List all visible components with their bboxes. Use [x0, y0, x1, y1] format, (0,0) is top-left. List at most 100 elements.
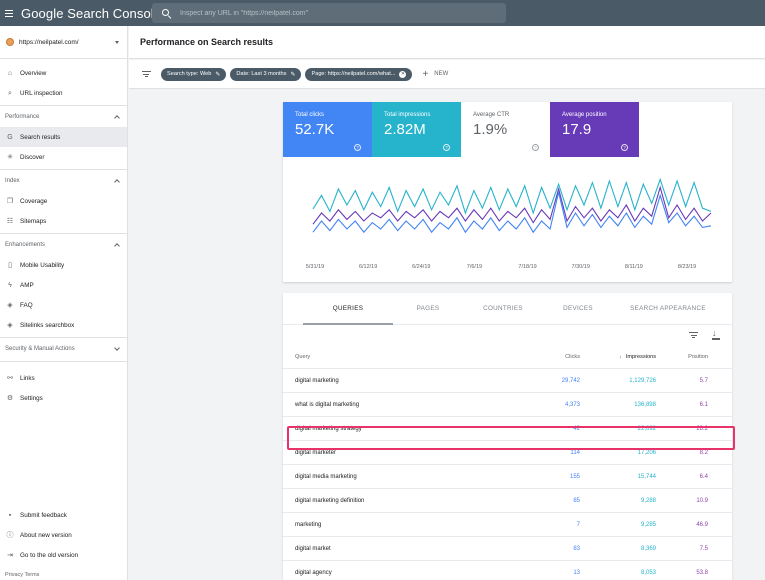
cell-query: digital marketing definition — [295, 497, 365, 504]
cell-query: digital media marketing — [295, 473, 357, 480]
col-clicks-header[interactable]: Clicks — [565, 353, 580, 360]
sidebar-item-submit-feedback[interactable]: ▪ Submit feedback — [0, 505, 128, 525]
col-position-header[interactable]: Position — [688, 353, 708, 360]
sidebar-item-sitemaps[interactable]: ☷ Sitemaps — [0, 211, 127, 231]
sidebar-item-discover[interactable]: ✳ Discover — [0, 147, 127, 167]
sidebar-item-sitelinks-searchbox[interactable]: ◈ Sitelinks searchbox — [0, 315, 127, 335]
new-filter-button[interactable]: + NEW — [422, 69, 448, 80]
sidebar-item-go-to-the-old-version[interactable]: ⇥ Go to the old version — [0, 545, 128, 565]
section-title: Security & Manual Actions — [5, 345, 75, 352]
section-performance[interactable]: Performance — [0, 105, 127, 127]
metric-value: 2.82M — [384, 121, 426, 138]
metric-label: Average CTR — [473, 112, 510, 118]
tab-devices[interactable]: DEVICES — [563, 305, 593, 312]
chip-label: Search type: Web — [167, 71, 212, 77]
links-icon: ⚯ — [7, 374, 13, 382]
cell-clicks: 85 — [573, 497, 580, 504]
metric-total-clicks[interactable]: Total clicks 52.7K ? — [283, 102, 372, 157]
download-icon[interactable] — [712, 328, 720, 340]
table-body: digital marketing 29,742 1,129,726 5.7 what … — [283, 369, 732, 580]
property-url: https://neilpatel.com/ — [19, 38, 79, 46]
cell-impressions: 8,369 — [640, 545, 656, 552]
metric-label: Total clicks — [295, 112, 325, 118]
sidebar-item-links[interactable]: ⚯ Links — [0, 368, 127, 388]
sidebar-other-group: ⚯ Links ⚙ Settings — [0, 361, 127, 408]
table-row[interactable]: digital agency 13 8,053 53.8 — [283, 561, 732, 580]
table-row[interactable]: digital marketer 114 17,206 8.2 — [283, 441, 732, 465]
col-query-header[interactable]: Query — [295, 353, 311, 360]
x-tick-label: 6/24/19 — [412, 264, 430, 270]
metric-value: 52.7K — [295, 121, 335, 138]
chip-search-type[interactable]: Search type: Web ✎ — [161, 67, 227, 81]
cell-query: digital agency — [295, 569, 332, 576]
metric-total-impressions[interactable]: Total impressions 2.82M ? — [372, 102, 461, 157]
metric-average-ctr[interactable]: Average CTR 1.9% ? — [461, 102, 550, 157]
table-row[interactable]: digital marketing strategy 42 22,692 28.2 — [283, 417, 732, 441]
section-enhancements[interactable]: Enhancements — [0, 233, 127, 255]
phone-icon: ▯ — [8, 261, 12, 269]
hamburger-menu-icon[interactable] — [5, 9, 13, 17]
cell-clicks: 4,373 — [564, 401, 580, 408]
col-impressions-header[interactable]: ↓ Impressions — [580, 354, 656, 360]
chevron-up-icon — [114, 242, 120, 249]
sidebar-item-faq[interactable]: ◈ FAQ — [0, 295, 127, 315]
sidebar: https://neilpatel.com/ ⌂ Overview ⌕ URL ins… — [0, 26, 128, 580]
app-title: Google Search Console — [21, 5, 162, 21]
cell-clicks: 42 — [573, 425, 580, 432]
sidebar-item-coverage[interactable]: ❐ Coverage — [0, 191, 127, 211]
sidebar-item-mobile-usability[interactable]: ▯ Mobile Usability — [0, 255, 127, 275]
sidebar-item-url-inspection[interactable]: ⌕ URL inspection — [0, 83, 127, 103]
caret-down-icon — [115, 40, 119, 44]
chip-label: Page: https://neilpatel.com/what... — [311, 71, 396, 77]
url-inspect-input[interactable] — [180, 9, 480, 17]
table-row[interactable]: digital media marketing 155 15,744 6.4 — [283, 465, 732, 489]
table-header: Query Clicks ↓ Impressions Position — [283, 345, 732, 369]
x-tick-label: 5/31/19 — [306, 264, 324, 270]
table-row[interactable]: digital market 83 8,369 7.5 — [283, 537, 732, 561]
chip-label: Date: Last 3 months — [236, 71, 287, 77]
help-icon[interactable]: ? — [532, 144, 539, 151]
property-selector[interactable]: https://neilpatel.com/ — [0, 26, 127, 59]
sidebar-item-label: Links — [20, 374, 35, 382]
close-icon[interactable]: ✕ — [399, 70, 407, 78]
tab-queries[interactable]: QUERIES — [303, 293, 393, 325]
cell-position: 5.7 — [699, 377, 708, 384]
filter-icon[interactable] — [141, 71, 151, 77]
table-filter-icon[interactable] — [689, 332, 698, 338]
metric-average-position[interactable]: Average position 17.9 ? — [550, 102, 639, 157]
footer-links[interactable]: Privacy Terms — [5, 572, 40, 578]
table-row[interactable]: marketing 7 9,285 46.9 — [283, 513, 732, 537]
chip-date[interactable]: Date: Last 3 months ✎ — [230, 67, 302, 81]
chip-page[interactable]: Page: https://neilpatel.com/what... ✕ — [305, 67, 413, 81]
sidebar-item-label: About new version — [20, 531, 72, 539]
tab-search-appearance[interactable]: SEARCH APPEARANCE — [630, 305, 706, 312]
sidebar-item-about-new-version[interactable]: ⓘ About new version — [0, 525, 128, 545]
sidebar-item-label: Settings — [20, 394, 43, 402]
sidebar-item-overview[interactable]: ⌂ Overview — [0, 63, 127, 83]
cell-query: digital marketer — [295, 449, 337, 456]
cell-impressions: 15,744 — [637, 473, 656, 480]
cell-clicks: 13 — [573, 569, 580, 576]
x-tick-label: 8/11/19 — [625, 264, 643, 270]
cell-impressions: 17,206 — [637, 449, 656, 456]
metric-value: 1.9% — [473, 121, 508, 138]
section-index[interactable]: Index — [0, 169, 127, 191]
sidebar-item-label: Sitemaps — [20, 217, 47, 225]
table-row[interactable]: what is digital marketing 4,373 136,898 6.1 — [283, 393, 732, 417]
table-row[interactable]: digital marketing definition 85 9,288 10.9 — [283, 489, 732, 513]
url-inspection-search[interactable] — [152, 3, 506, 23]
performance-line-chart: 5/31/19 6/12/19 6/24/19 7/6/19 7/18/19 7/30/1… — [306, 177, 712, 270]
sidebar-item-label: Discover — [20, 153, 45, 161]
sidebar-item-settings[interactable]: ⚙ Settings — [0, 388, 127, 408]
series-line-clicks — [312, 192, 712, 234]
help-icon[interactable]: ? — [621, 144, 628, 151]
table-row[interactable]: digital marketing 29,742 1,129,726 5.7 — [283, 369, 732, 393]
help-icon[interactable]: ? — [354, 144, 361, 151]
section-security-manual-actions[interactable]: Security & Manual Actions — [0, 337, 127, 359]
tab-countries[interactable]: COUNTRIES — [483, 305, 523, 312]
tab-pages[interactable]: PAGES — [416, 305, 440, 312]
help-icon[interactable]: ? — [443, 144, 450, 151]
sidebar-item-search-results[interactable]: G Search results — [0, 127, 127, 147]
cell-impressions: 22,692 — [637, 425, 656, 432]
sidebar-item-amp[interactable]: ϟ AMP — [0, 275, 127, 295]
